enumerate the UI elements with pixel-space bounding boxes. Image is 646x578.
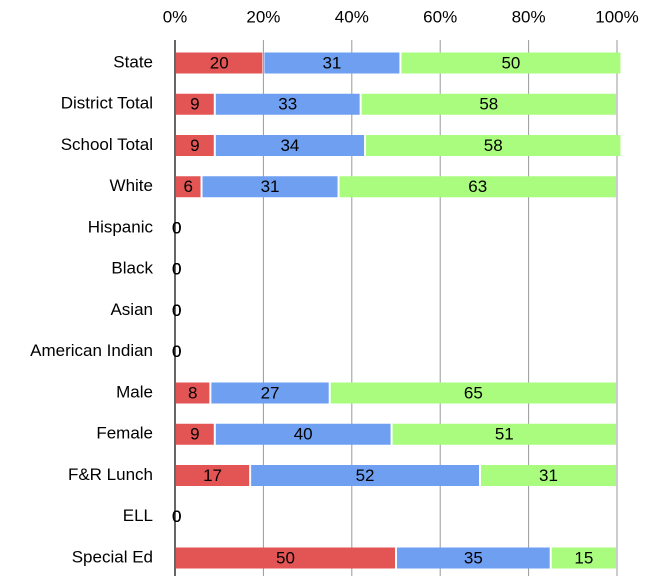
- data-label: 65: [464, 383, 483, 402]
- y-tick-label: Black: [111, 259, 153, 278]
- data-label: 0: [172, 260, 181, 279]
- data-label: 20: [210, 53, 229, 72]
- y-tick-label: Asian: [110, 300, 153, 319]
- data-label: 35: [464, 548, 483, 567]
- data-label: 0: [172, 301, 181, 320]
- y-tick-label: Special Ed: [72, 547, 153, 566]
- data-label: 0: [172, 218, 181, 237]
- data-label: 9: [190, 136, 199, 155]
- data-label: 0: [172, 301, 181, 320]
- y-tick-label: District Total: [61, 94, 153, 113]
- data-label: 0: [172, 301, 181, 320]
- data-label: 58: [479, 95, 498, 114]
- data-label: 50: [501, 53, 520, 72]
- data-label: 58: [484, 136, 503, 155]
- y-tick-label: Hispanic: [88, 217, 154, 236]
- y-tick-label: School Total: [61, 135, 153, 154]
- bar-segment: [176, 176, 201, 198]
- x-tick-label: 60%: [423, 7, 457, 26]
- x-tick-label: 20%: [246, 7, 280, 26]
- data-label: 0: [172, 342, 181, 361]
- data-label: 0: [172, 507, 181, 526]
- data-label: 31: [322, 53, 341, 72]
- bar-segment: [176, 547, 395, 569]
- data-label: 9: [190, 95, 199, 114]
- data-label: 8: [188, 383, 197, 402]
- bar-segment: [211, 382, 329, 404]
- bar-segment: [330, 382, 616, 404]
- data-label: 40: [294, 425, 313, 444]
- y-tick-label: State: [113, 52, 153, 71]
- data-label: 15: [574, 548, 593, 567]
- data-label: 17: [203, 466, 222, 485]
- bar-segment: [176, 93, 214, 115]
- bar-segment: [176, 52, 263, 74]
- y-tick-label: F&R Lunch: [68, 465, 153, 484]
- bar-segment: [215, 423, 391, 445]
- bar-segment: [215, 135, 365, 156]
- data-label: 0: [172, 342, 181, 361]
- data-label: 0: [172, 260, 181, 279]
- bar-segment: [392, 423, 616, 445]
- bar-segment: [176, 135, 214, 156]
- bar-segment: [176, 423, 214, 445]
- x-tick-label: 40%: [335, 7, 369, 26]
- data-label: 51: [495, 425, 514, 444]
- bar-segment: [397, 547, 550, 569]
- data-label: 52: [356, 466, 375, 485]
- data-label: 31: [539, 466, 558, 485]
- data-label: 50: [276, 548, 295, 567]
- bar-segment: [251, 465, 479, 486]
- bar-segment: [551, 547, 616, 569]
- data-label: 9: [190, 425, 199, 444]
- bar-segment: [361, 93, 616, 115]
- data-label: 27: [261, 383, 280, 402]
- data-label: 0: [172, 260, 181, 279]
- y-tick-label: White: [110, 176, 153, 195]
- bar-segment: [264, 52, 400, 74]
- data-label: 34: [280, 136, 299, 155]
- x-tick-label: 100%: [595, 7, 638, 26]
- bar-segment: [202, 176, 338, 198]
- bar-segment: [176, 465, 250, 486]
- x-tick-label: 0%: [163, 7, 188, 26]
- bar-segment: [480, 465, 616, 486]
- bar-segment: [401, 52, 621, 74]
- data-label: 31: [261, 177, 280, 196]
- y-tick-label: Female: [96, 424, 153, 443]
- data-label: 0: [172, 218, 181, 237]
- y-tick-label: Male: [116, 382, 153, 401]
- data-label: 0: [172, 507, 181, 526]
- x-tick-label: 80%: [512, 7, 546, 26]
- y-tick-label: American Indian: [30, 341, 153, 360]
- data-label: 0: [172, 507, 181, 526]
- y-tick-label: ELL: [123, 506, 153, 525]
- data-label: 0: [172, 218, 181, 237]
- bar-segment: [339, 176, 616, 198]
- data-label: 33: [278, 95, 297, 114]
- bar-segment: [176, 382, 210, 404]
- data-label: 0: [172, 342, 181, 361]
- bar-segment: [366, 135, 621, 156]
- data-label: 63: [468, 177, 487, 196]
- bar-segment: [215, 93, 360, 115]
- data-label: 6: [184, 177, 193, 196]
